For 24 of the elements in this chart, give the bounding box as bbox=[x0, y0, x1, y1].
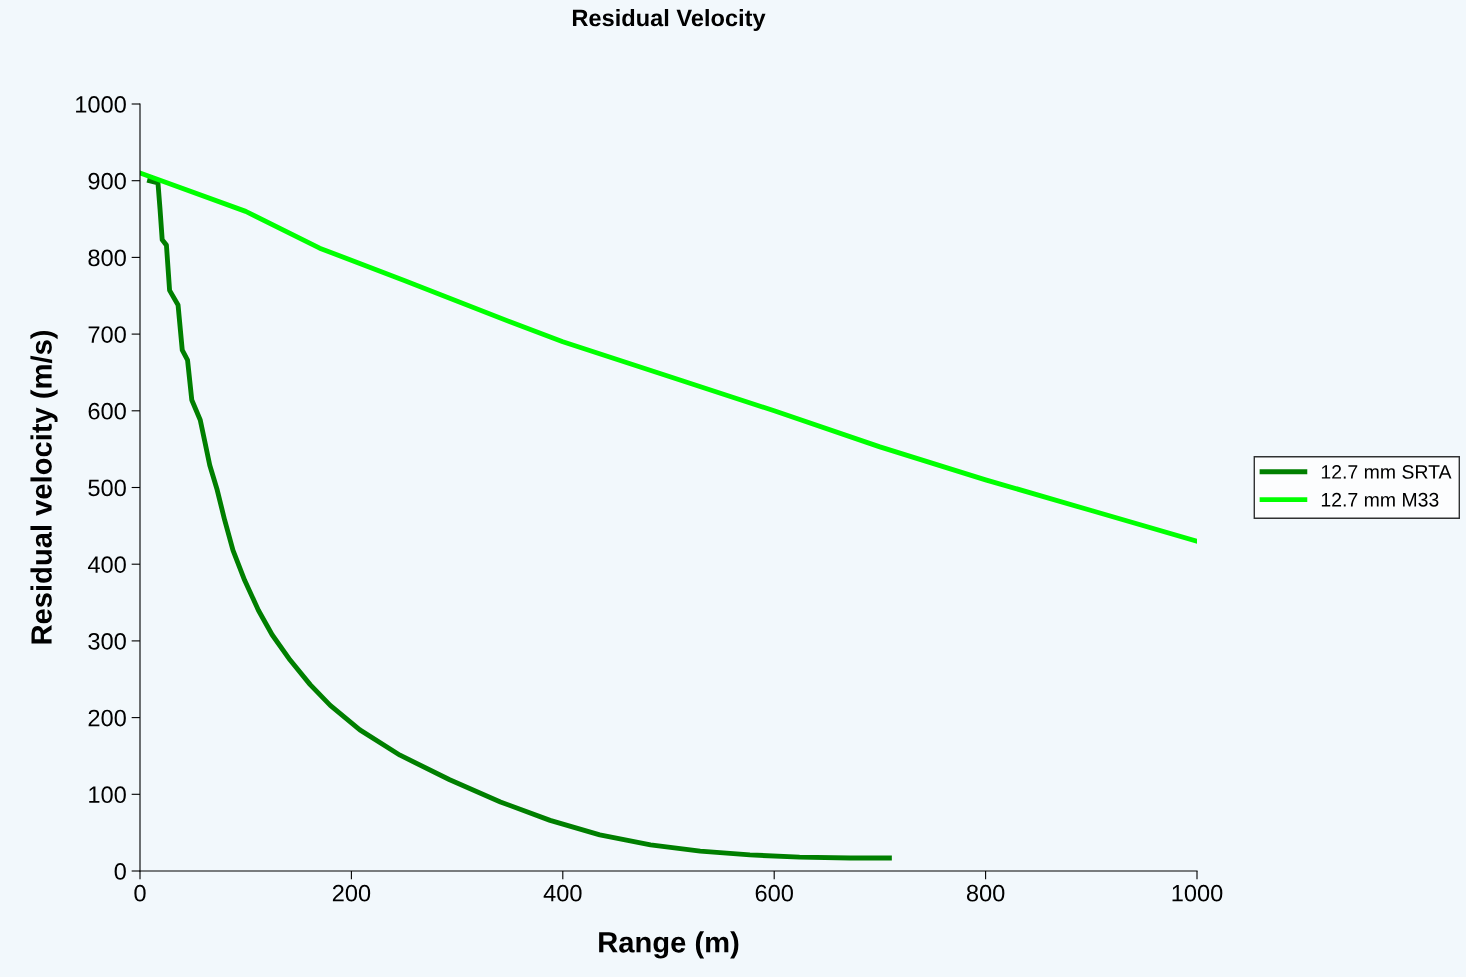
y-tick-label: 200 bbox=[88, 709, 126, 727]
y-tick-label: 600 bbox=[88, 402, 126, 420]
y-tick-label: 900 bbox=[88, 172, 126, 190]
legend-label: 12.7 mm SRTA bbox=[1321, 465, 1452, 479]
x-tick-label: 1000 bbox=[1172, 884, 1223, 902]
y-tick-label: 300 bbox=[88, 632, 126, 650]
y-tick-label: 800 bbox=[88, 249, 126, 267]
x-tick-label: 0 bbox=[134, 884, 146, 902]
x-tick-label: 800 bbox=[966, 884, 1005, 902]
y-tick-label: 400 bbox=[87, 556, 126, 573]
x-axis-title: Range (m) bbox=[599, 931, 739, 959]
y-tick-label: 700 bbox=[88, 326, 126, 343]
line-series bbox=[140, 170, 1197, 544]
y-tick-label: 0 bbox=[114, 863, 126, 880]
y-tick-label: 1000 bbox=[76, 96, 126, 113]
y-tick-label: 100 bbox=[89, 786, 126, 804]
x-tick-label: 200 bbox=[332, 884, 371, 902]
chart-title: Residual Velocity bbox=[572, 9, 766, 31]
y-axis-title: Residual velocity (m/s) bbox=[30, 330, 58, 644]
line-series bbox=[147, 178, 892, 861]
x-tick-label: 400 bbox=[543, 884, 582, 902]
x-tick-label: 600 bbox=[755, 884, 793, 902]
legend-label: 12.7 mm M33 bbox=[1321, 492, 1439, 507]
y-tick-label: 500 bbox=[88, 479, 126, 497]
